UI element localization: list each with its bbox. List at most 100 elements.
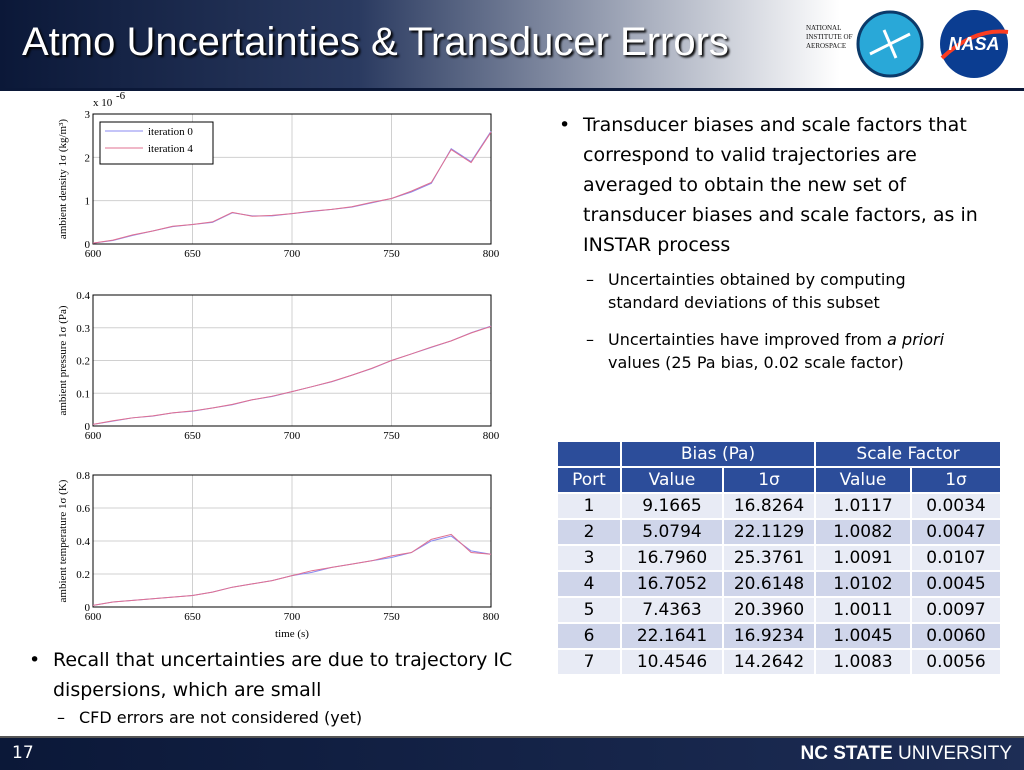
table-cell: 5 [556,596,622,624]
x-tick-label: 750 [383,611,400,623]
y-axis-label: ambient density 1σ (kg/m³) [57,119,69,239]
x-tick-label: 700 [284,611,301,623]
sub-bullet: – Uncertainties obtained by computing sta… [586,270,906,312]
university-bold: NC STATE [800,743,893,764]
table-cell: 16.7960 [620,544,724,572]
y-scale-label: x 10 [93,97,113,109]
x-tick-label: 650 [184,430,201,442]
table-cell: 20.6148 [722,570,816,598]
table-row: 2 5.0794 22.1129 1.0082 0.0047 [556,518,1002,546]
table-cell: 1.0083 [814,648,912,676]
x-tick-label: 750 [383,248,400,260]
y-tick-label: 0.6 [76,503,90,515]
y-tick-label: 0.2 [76,569,90,581]
table-cell: 20.3960 [722,596,816,624]
table-cell: 22.1641 [620,622,724,650]
table-row: 4 16.7052 20.6148 1.0102 0.0045 [556,570,1002,598]
table-cell: 0.0056 [910,648,1002,676]
bullet-text: Transducer biases and scale factors that… [583,114,978,256]
table-cell: 14.2642 [722,648,816,676]
column-header: Port [556,466,622,494]
table-cell: 1 [556,492,622,520]
header-band: Atmo Uncertainties & Transducer Errors N… [0,0,1024,91]
table-cell: 0.0045 [910,570,1002,598]
y-axis-label: ambient temperature 1σ (K) [57,479,69,602]
column-header: 1σ [722,466,816,494]
university-name: UNIVERSITY [897,743,1012,764]
table-cell: 5.0794 [620,518,724,546]
series-line [92,325,492,425]
plot-frame [92,474,492,608]
table-row: 1 9.1665 16.8264 1.0117 0.0034 [556,492,1002,520]
sub-bullet-text: Uncertainties have improved from [608,330,888,349]
nasa-swoosh [940,29,1009,60]
x-tick-label: 650 [184,611,201,623]
logos: NASA [856,10,1009,78]
table-cell: 1.0102 [814,570,912,598]
x-tick-label: 800 [483,611,500,623]
table-cell: 1.0091 [814,544,912,572]
table-cell: 1.0011 [814,596,912,624]
sub-bullet-text: Uncertainties obtained by computing stan… [608,270,906,312]
column-header: Value [814,466,912,494]
nia-logo-mark [869,29,911,59]
table-cell: 1.0045 [814,622,912,650]
group-header-row: Bias (Pa) Scale Factor [556,440,1002,468]
table-cell: 16.7052 [620,570,724,598]
x-tick-label: 700 [284,430,301,442]
x-tick-label: 800 [483,430,500,442]
page-number: 17 [12,743,34,763]
sub-bullet-italic: a priori [887,330,945,349]
y-scale-exponent: -6 [116,90,126,102]
table-cell: 0.0047 [910,518,1002,546]
y-tick-label: 0 [85,602,91,614]
group-header-empty [556,440,622,468]
y-tick-label: 0.4 [76,536,90,548]
table-cell: 16.9234 [722,622,816,650]
table-cell: 0.0097 [910,596,1002,624]
x-axis-label: time (s) [275,628,309,640]
column-header-row: Port Value 1σ Value 1σ [556,466,1002,494]
table-cell: 7 [556,648,622,676]
group-header: Scale Factor [814,440,1002,468]
y-tick-label: 0 [85,239,91,251]
table-cell: 6 [556,622,622,650]
sub-bullet-text: values (25 Pa bias, 0.02 scale factor) [608,353,904,372]
group-header: Bias (Pa) [620,440,816,468]
table-cell: 3 [556,544,622,572]
sub-bullet: – Uncertainties have improved from a prio… [586,330,945,372]
results-table: Bias (Pa) Scale Factor Port Value 1σ Value 1σ 1… [556,440,1002,676]
column-header: Value [620,466,724,494]
plot-frame [92,113,492,245]
sub-bullet-text: CFD errors are not considered (yet) [79,708,363,727]
nasa-logo [940,10,1008,78]
table-cell: 9.1665 [620,492,724,520]
logo-nia-text: NATIONAL INSTITUTE OF AEROSPACE [806,24,853,50]
y-tick-label: 0 [85,421,91,433]
x-tick-label: 750 [383,430,400,442]
table-row: 3 16.7960 25.3761 1.0091 0.0107 [556,544,1002,572]
y-axis-label: ambient pressure 1σ (Pa) [57,305,69,415]
y-tick-label: 0.4 [76,290,90,302]
x-tick-label: 800 [483,248,500,260]
x-tick-label: 600 [85,611,102,623]
table-cell: 25.3761 [722,544,816,572]
table-row: 6 22.1641 16.9234 1.0045 0.0060 [556,622,1002,650]
footer: 17 NC STATE UNIVERSITY [0,736,1024,770]
bullet-text: Recall that uncertainties are due to tra… [53,649,513,701]
column-header: 1σ [910,466,1002,494]
university: NC STATE UNIVERSITY [801,743,1013,765]
y-tick-label: 2 [85,152,91,164]
bullet: • Recall that uncertainties are due to tr… [29,649,513,701]
series-line [92,131,492,244]
slide-title: Atmo Uncertainties & Transducer Errors [22,20,729,64]
y-tick-label: 0.8 [76,470,90,482]
table-cell: 16.8264 [722,492,816,520]
sub-bullet: – CFD errors are not considered (yet) [57,708,363,727]
x-tick-label: 700 [284,248,301,260]
y-tick-label: 0.2 [76,356,90,368]
series-line [92,533,492,606]
plot-frame [92,294,492,427]
legend-box [99,121,214,165]
